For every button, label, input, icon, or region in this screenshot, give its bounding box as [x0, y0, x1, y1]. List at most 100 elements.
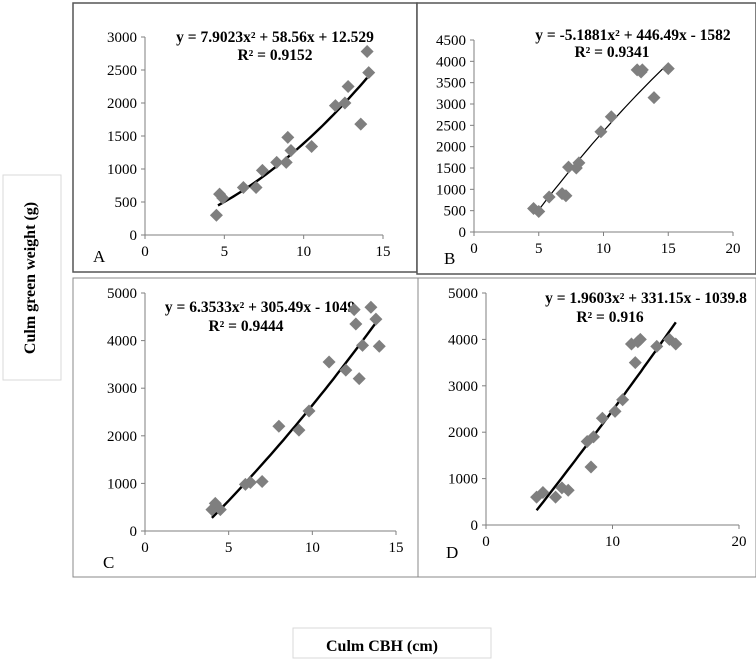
panel-b-ytick-label: 1000	[436, 182, 466, 198]
panel-a-ytick-label: 1000	[107, 162, 137, 178]
panel-a-letter: A	[93, 247, 106, 266]
panel-c-data-point	[322, 355, 336, 369]
panel-b-xtick-label: 10	[596, 241, 611, 257]
panel-a-xtick-label: 15	[376, 244, 391, 260]
panel-c-xtick-label: 0	[141, 540, 149, 556]
panel-b-data-point	[661, 62, 675, 76]
panel-a-data-point	[279, 155, 293, 169]
panel-c-ytick-label: 0	[130, 524, 138, 540]
panel-b-ytick-label: 2000	[436, 140, 466, 156]
panel-b-xtick-label: 0	[470, 241, 478, 257]
panel-c-frame	[72, 277, 419, 578]
panel-d-ytick-label: 1000	[448, 472, 478, 488]
panel-d-ytick-label: 5000	[448, 286, 478, 302]
panel-a-xtick-label: 5	[221, 244, 229, 260]
panel-c-data-point	[272, 419, 286, 433]
panel-a-data-point	[236, 180, 250, 194]
panel-a-data-point	[216, 191, 230, 205]
panel-c-equation: y = 6.3533x² + 305.49x - 1049	[165, 299, 355, 316]
panel-c-data-point	[352, 372, 366, 386]
panel-b-ytick-label: 4000	[436, 54, 466, 70]
panel-b-data-point	[559, 189, 573, 203]
xlabel-box	[292, 627, 492, 659]
panel-d-data-point	[536, 486, 550, 500]
panel-c-ytick-label: 5000	[107, 286, 137, 302]
panel-d: D y = 1.9603x² + 331.15x - 1039.8 R² = 0…	[417, 277, 756, 578]
panel-b-ytick-label: 0	[459, 225, 467, 241]
panel-b-xtick-label: 15	[661, 241, 676, 257]
panel-b-ytick-label: 4500	[436, 33, 466, 49]
panel-a-ytick-label: 2500	[107, 63, 137, 79]
panel-c: C y = 6.3533x² + 305.49x - 1049 R² = 0.9…	[72, 277, 419, 578]
panel-d-data-point	[628, 356, 642, 370]
panel-b-ytick-label: 500	[444, 204, 467, 220]
panel-a-data-point	[338, 96, 352, 110]
panel-c-data-point	[356, 338, 370, 352]
panel-b-r2: R² = 0.9341	[574, 44, 649, 61]
ylabel-box	[2, 174, 62, 381]
panel-c-data-point	[243, 475, 257, 489]
panel-b-ytick-label: 2500	[436, 118, 466, 134]
panel-c-data-point	[364, 300, 378, 314]
panel-c-data-point	[372, 339, 386, 353]
panel-a-data-point	[328, 99, 342, 113]
panel-d-letter: D	[446, 543, 458, 562]
panel-d-data-point	[561, 483, 575, 497]
panel-c-letter: C	[103, 553, 114, 572]
panel-b: B y = -5.1881x² + 446.49x - 1582 R² = 0.…	[416, 2, 756, 275]
panel-d-ytick-label: 2000	[448, 425, 478, 441]
panel-d-frame	[417, 277, 756, 578]
panel-b-data-point	[647, 91, 661, 105]
panel-c-data-point	[369, 312, 383, 326]
panel-a-data-point	[284, 144, 298, 158]
panel-d-equation: y = 1.9603x² + 331.15x - 1039.8	[545, 290, 747, 307]
panel-c-ytick-label: 4000	[107, 334, 137, 350]
panel-a-data-point	[209, 208, 223, 222]
panel-b-ytick-label: 3000	[436, 97, 466, 113]
panel-a-data-point	[281, 130, 295, 144]
panel-b-data-point	[594, 125, 608, 139]
panel-b-xtick-label: 5	[535, 241, 543, 257]
panel-b-data-point	[635, 63, 649, 77]
panel-a-data-point	[341, 80, 355, 93]
panel-a-r2: R² = 0.9152	[237, 47, 312, 64]
panel-a-ytick-label: 3000	[107, 30, 137, 46]
panel-d-data-point	[633, 332, 647, 346]
panel-a-equation: y = 7.9023x² + 58.56x + 12.529	[176, 29, 374, 46]
panel-d-data-point	[549, 490, 563, 504]
panel-b-letter: B	[444, 249, 455, 268]
panel-d-data-point	[587, 430, 601, 444]
panel-b-data-point	[572, 156, 586, 170]
panel-d-data-point	[616, 393, 630, 407]
panel-b-xtick-label: 20	[726, 241, 741, 257]
panel-c-data-point	[302, 404, 316, 418]
panel-a-data-point	[270, 155, 284, 169]
panel-c-data-point	[349, 317, 363, 331]
panel-c-data-point	[255, 474, 269, 488]
panel-d-xtick-label: 10	[605, 534, 620, 550]
panel-a-data-point	[360, 45, 374, 59]
panel-c-data-point	[339, 363, 353, 377]
panel-a-xtick-label: 0	[141, 244, 149, 260]
panel-c-xtick-label: 10	[305, 540, 320, 556]
panel-d-r2: R² = 0.916	[576, 309, 644, 326]
panel-d-data-point	[669, 337, 683, 351]
panel-a-ytick-label: 0	[130, 228, 138, 244]
panel-d-ytick-label: 4000	[448, 332, 478, 348]
panel-a-data-point	[362, 66, 376, 80]
panel-c-xtick-label: 15	[389, 540, 404, 556]
panel-d-data-point	[608, 404, 622, 418]
panel-d-data-point	[650, 339, 664, 353]
panel-a-frame	[72, 2, 418, 273]
panel-a-ytick-label: 2000	[107, 96, 137, 112]
y-axis-label: Culm green weight (g)	[22, 202, 39, 354]
panel-c-ytick-label: 3000	[107, 381, 137, 397]
panel-a-data-point	[354, 117, 368, 131]
panel-d-data-point	[584, 460, 598, 474]
panel-b-equation: y = -5.1881x² + 446.49x - 1582	[535, 27, 731, 44]
panel-a-xtick-label: 10	[296, 244, 311, 260]
panel-c-r2: R² = 0.9444	[208, 318, 283, 335]
panel-d-ytick-label: 3000	[448, 379, 478, 395]
panel-c-ytick-label: 1000	[107, 476, 137, 492]
